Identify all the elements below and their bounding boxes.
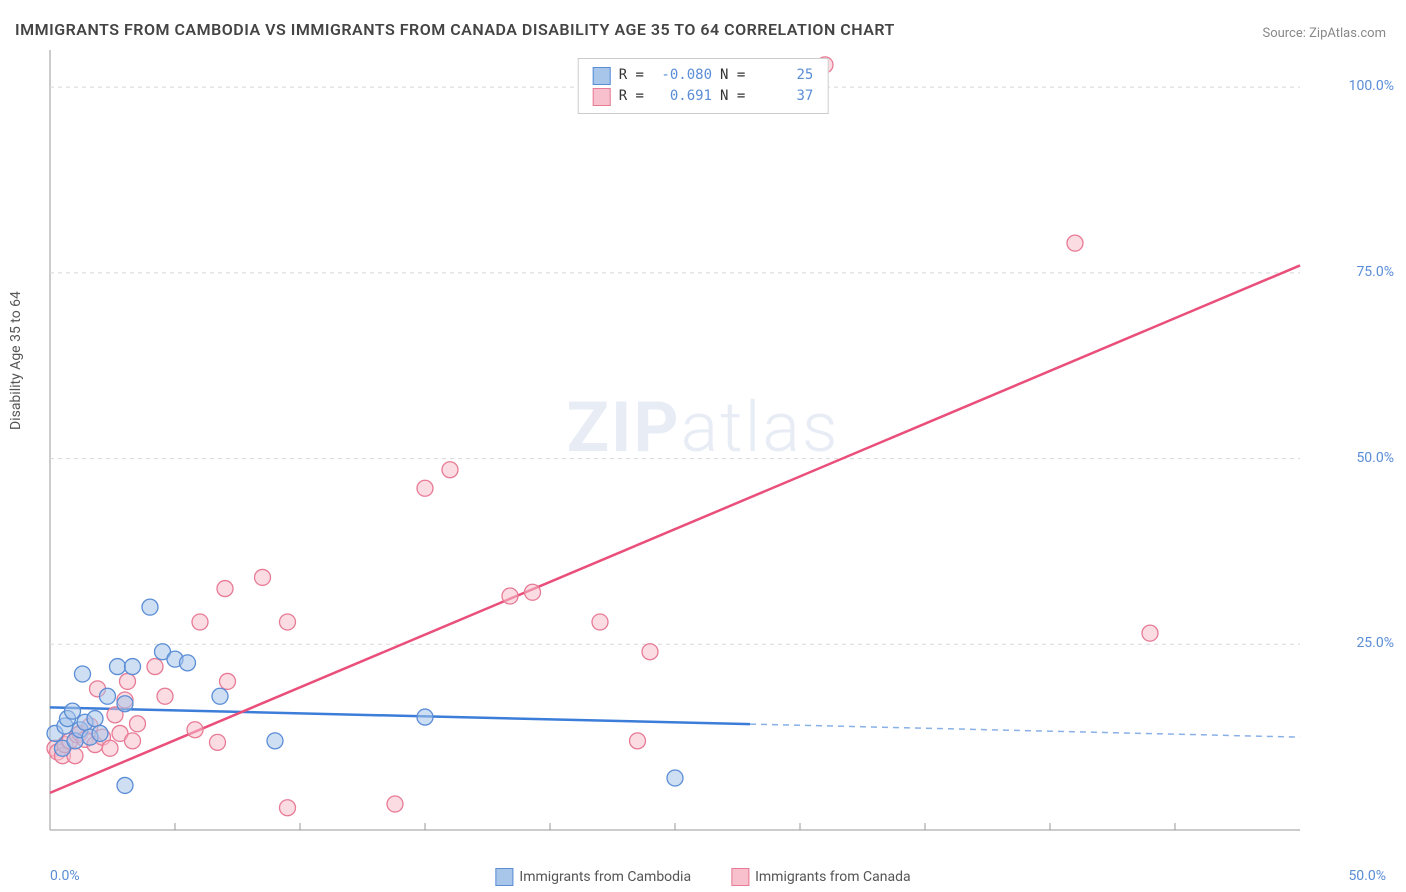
swatch-canada-icon — [731, 868, 749, 886]
legend-r-label: R = — [619, 65, 644, 86]
swatch-cambodia-icon — [495, 868, 513, 886]
legend-row-cambodia: R = -0.080 N = 25 — [593, 65, 814, 86]
legend-n-label: N = — [720, 86, 745, 107]
swatch-canada — [593, 88, 611, 106]
legend-row-canada: R = 0.691 N = 37 — [593, 86, 814, 107]
legend-n-label: N = — [720, 65, 745, 86]
y-tick-label: 75.0% — [1356, 264, 1394, 280]
legend-r-value-cambodia: -0.080 — [652, 65, 712, 86]
legend-n-value-canada: 37 — [753, 86, 813, 107]
legend-correlation: R = -0.080 N = 25 R = 0.691 N = 37 — [578, 58, 829, 114]
y-tick-label: 100.0% — [1349, 78, 1394, 94]
legend-label-cambodia: Immigrants from Cambodia — [519, 869, 691, 885]
swatch-cambodia — [593, 67, 611, 85]
x-axis-max-label: 50.0% — [1348, 868, 1386, 884]
y-tick-label: 50.0% — [1356, 450, 1394, 466]
legend-item-cambodia: Immigrants from Cambodia — [495, 868, 691, 886]
legend-series: Immigrants from Cambodia Immigrants from… — [495, 868, 910, 886]
y-tick-label: 25.0% — [1356, 635, 1394, 651]
legend-item-canada: Immigrants from Canada — [731, 868, 911, 886]
legend-r-value-canada: 0.691 — [652, 86, 712, 107]
legend-n-value-cambodia: 25 — [753, 65, 813, 86]
legend-label-canada: Immigrants from Canada — [755, 869, 911, 885]
correlation-chart — [0, 0, 1406, 892]
x-axis-min-label: 0.0% — [50, 868, 80, 884]
legend-r-label: R = — [619, 86, 644, 107]
